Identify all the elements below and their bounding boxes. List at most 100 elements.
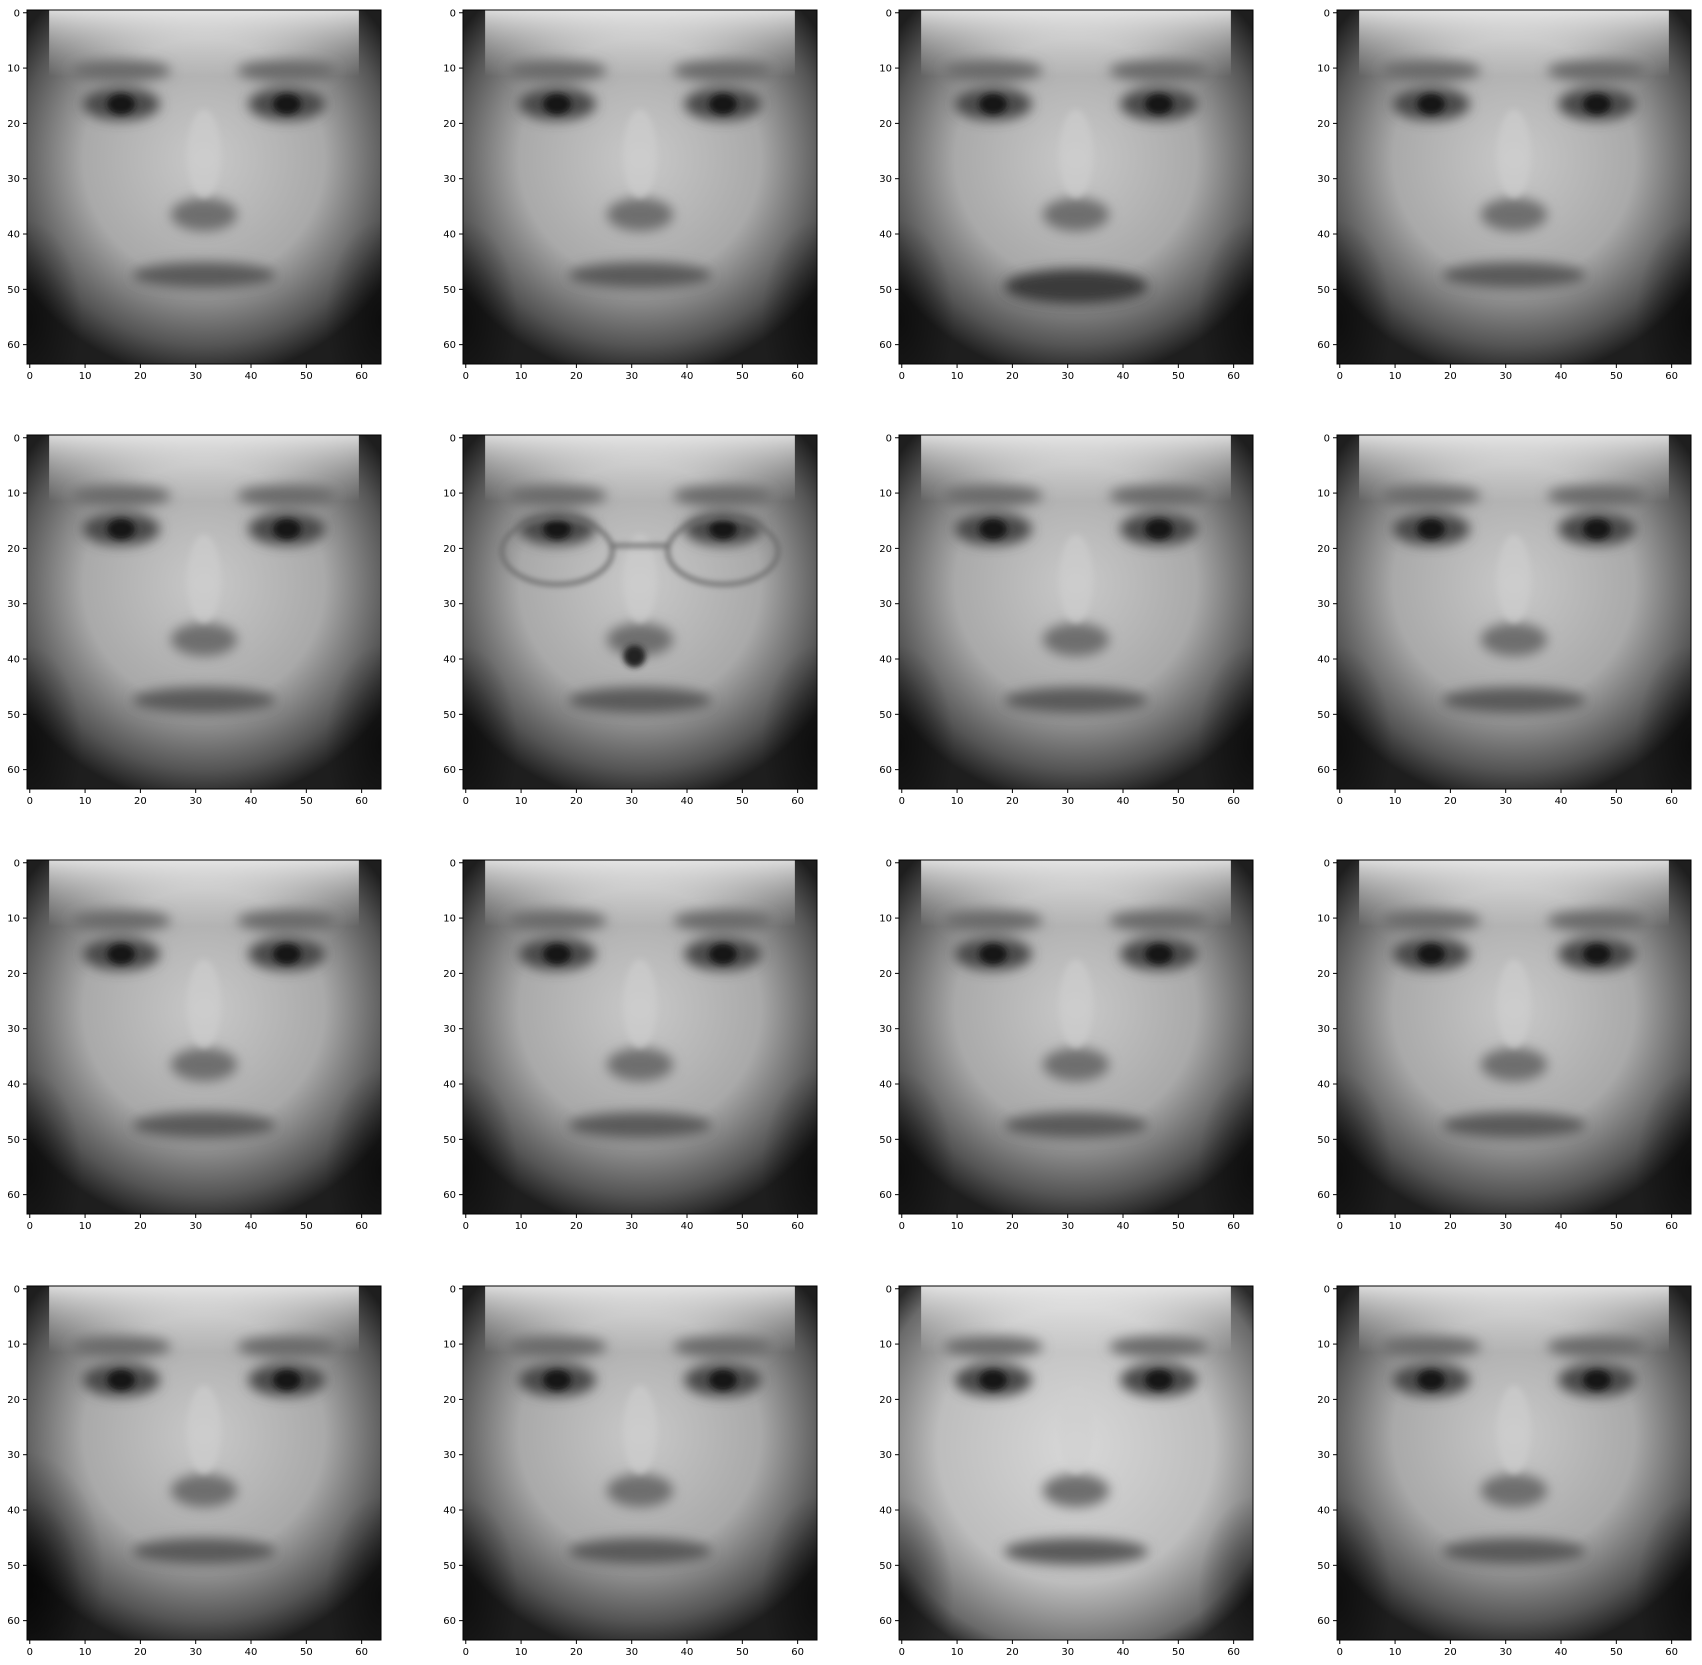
pupil-right bbox=[709, 94, 737, 114]
x-tick-label: 20 bbox=[1444, 796, 1457, 807]
x-tick-label: 30 bbox=[625, 1221, 638, 1232]
y-tick-label: 50 bbox=[879, 1561, 892, 1572]
face-subplot: 0 10 20 30 40 50 60 0 10 20 30 40 50 60 bbox=[443, 433, 818, 807]
y-tick-label: 20 bbox=[443, 119, 456, 130]
corner-shadow bbox=[27, 1451, 105, 1640]
x-tick-label: 30 bbox=[1499, 796, 1512, 807]
y-tick-label: 20 bbox=[879, 119, 892, 130]
cheek-shadow-left bbox=[899, 220, 955, 364]
x-tick-label: 20 bbox=[570, 371, 583, 382]
nose-bridge bbox=[623, 1385, 657, 1475]
x-tick-label: 20 bbox=[1006, 371, 1019, 382]
mouth bbox=[568, 1112, 712, 1139]
x-tick-label: 0 bbox=[463, 796, 469, 807]
x-tick-label: 60 bbox=[355, 1221, 368, 1232]
y-tick-label: 10 bbox=[7, 914, 20, 925]
face-features bbox=[71, 484, 337, 714]
face-subplot: 0 10 20 30 40 50 60 0 10 20 30 40 50 60 bbox=[7, 1284, 382, 1658]
brow-right bbox=[1547, 59, 1647, 82]
x-tick-label: 10 bbox=[515, 1647, 528, 1658]
y-tick-label: 20 bbox=[7, 1395, 20, 1406]
x-tick-label: 10 bbox=[1389, 371, 1402, 382]
x-tick-label: 60 bbox=[1665, 1221, 1678, 1232]
y-tick-label: 60 bbox=[7, 1190, 20, 1201]
mouth bbox=[1004, 1112, 1148, 1139]
y-tick-label: 60 bbox=[1317, 340, 1330, 351]
y-tick-label: 0 bbox=[450, 1284, 456, 1295]
axes-frame bbox=[1336, 859, 1692, 1215]
x-tick-label: 60 bbox=[355, 371, 368, 382]
nose-bridge bbox=[623, 959, 657, 1049]
face-image bbox=[1337, 860, 1691, 1214]
y-tick-label: 20 bbox=[879, 1395, 892, 1406]
x-tick-label: 0 bbox=[463, 1221, 469, 1232]
face-image bbox=[27, 1286, 381, 1640]
x-tick-label: 40 bbox=[245, 1647, 258, 1658]
y-tick-label: 20 bbox=[1317, 1395, 1330, 1406]
face-details bbox=[107, 94, 301, 199]
brow-right bbox=[1109, 1335, 1209, 1358]
y-tick-label: 50 bbox=[879, 1135, 892, 1146]
face-details bbox=[1417, 519, 1611, 624]
x-tick-label: 60 bbox=[1227, 796, 1240, 807]
x-tick-label: 0 bbox=[899, 371, 905, 382]
face-image bbox=[1337, 1286, 1691, 1640]
face-details bbox=[979, 1370, 1173, 1475]
brow-left bbox=[1381, 59, 1481, 82]
nose bbox=[606, 198, 674, 232]
face-image bbox=[899, 435, 1253, 789]
x-tick-label: 50 bbox=[736, 796, 749, 807]
face-features bbox=[507, 59, 773, 289]
face-details bbox=[1417, 944, 1611, 1049]
x-tick-label: 60 bbox=[1227, 371, 1240, 382]
axes-frame bbox=[1336, 434, 1692, 790]
y-tick-label: 60 bbox=[879, 1190, 892, 1201]
y-tick-label: 50 bbox=[443, 1135, 456, 1146]
x-tick-label: 30 bbox=[189, 1647, 202, 1658]
face-subplot: 0 10 20 30 40 50 60 0 10 20 30 40 50 60 bbox=[443, 8, 818, 382]
y-tick-label: 40 bbox=[1317, 1080, 1330, 1091]
brow-left bbox=[943, 484, 1043, 507]
y-tick-label: 60 bbox=[7, 765, 20, 776]
cheek-shadow-left bbox=[1337, 1496, 1393, 1640]
y-tick-label: 40 bbox=[879, 1506, 892, 1517]
x-tick-label: 30 bbox=[625, 796, 638, 807]
y-tick-label: 50 bbox=[7, 285, 20, 296]
x-tick-label: 10 bbox=[1389, 1647, 1402, 1658]
x-tick-label: 30 bbox=[625, 1647, 638, 1658]
pupil-left bbox=[107, 1370, 135, 1390]
y-tick-label: 30 bbox=[1317, 174, 1330, 185]
x-tick-label: 50 bbox=[736, 1221, 749, 1232]
y-tick-label: 40 bbox=[1317, 1506, 1330, 1517]
x-tick-label: 10 bbox=[1389, 1221, 1402, 1232]
y-tick-label: 30 bbox=[7, 1024, 20, 1035]
x-tick-label: 50 bbox=[736, 1647, 749, 1658]
x-tick-label: 50 bbox=[300, 1647, 313, 1658]
nose-bridge bbox=[1497, 1385, 1531, 1475]
face-image bbox=[899, 10, 1253, 364]
brow-right bbox=[1109, 909, 1209, 932]
brow-right bbox=[1547, 1335, 1647, 1358]
x-tick-label: 40 bbox=[245, 796, 258, 807]
x-tick-label: 30 bbox=[189, 1221, 202, 1232]
x-tick-label: 30 bbox=[1499, 1647, 1512, 1658]
x-tick-label: 40 bbox=[245, 1221, 258, 1232]
face-details bbox=[543, 519, 737, 624]
face-subplot: 0 10 20 30 40 50 60 0 10 20 30 40 50 60 bbox=[879, 433, 1254, 807]
pupil-right bbox=[273, 944, 301, 964]
x-tick-label: 30 bbox=[1499, 371, 1512, 382]
x-tick-label: 50 bbox=[1172, 1647, 1185, 1658]
axes-frame bbox=[898, 9, 1254, 365]
y-tick-label: 50 bbox=[1317, 285, 1330, 296]
x-tick-label: 30 bbox=[1499, 1221, 1512, 1232]
nose-bridge bbox=[1497, 959, 1531, 1049]
x-tick-label: 50 bbox=[1172, 796, 1185, 807]
axes-frame bbox=[26, 9, 382, 365]
face-details bbox=[107, 519, 301, 624]
nose-bridge bbox=[1497, 534, 1531, 624]
y-tick-label: 40 bbox=[7, 1080, 20, 1091]
axes-frame bbox=[26, 859, 382, 1215]
y-tick-label: 60 bbox=[443, 765, 456, 776]
cheek-shadow-right bbox=[761, 1070, 817, 1214]
